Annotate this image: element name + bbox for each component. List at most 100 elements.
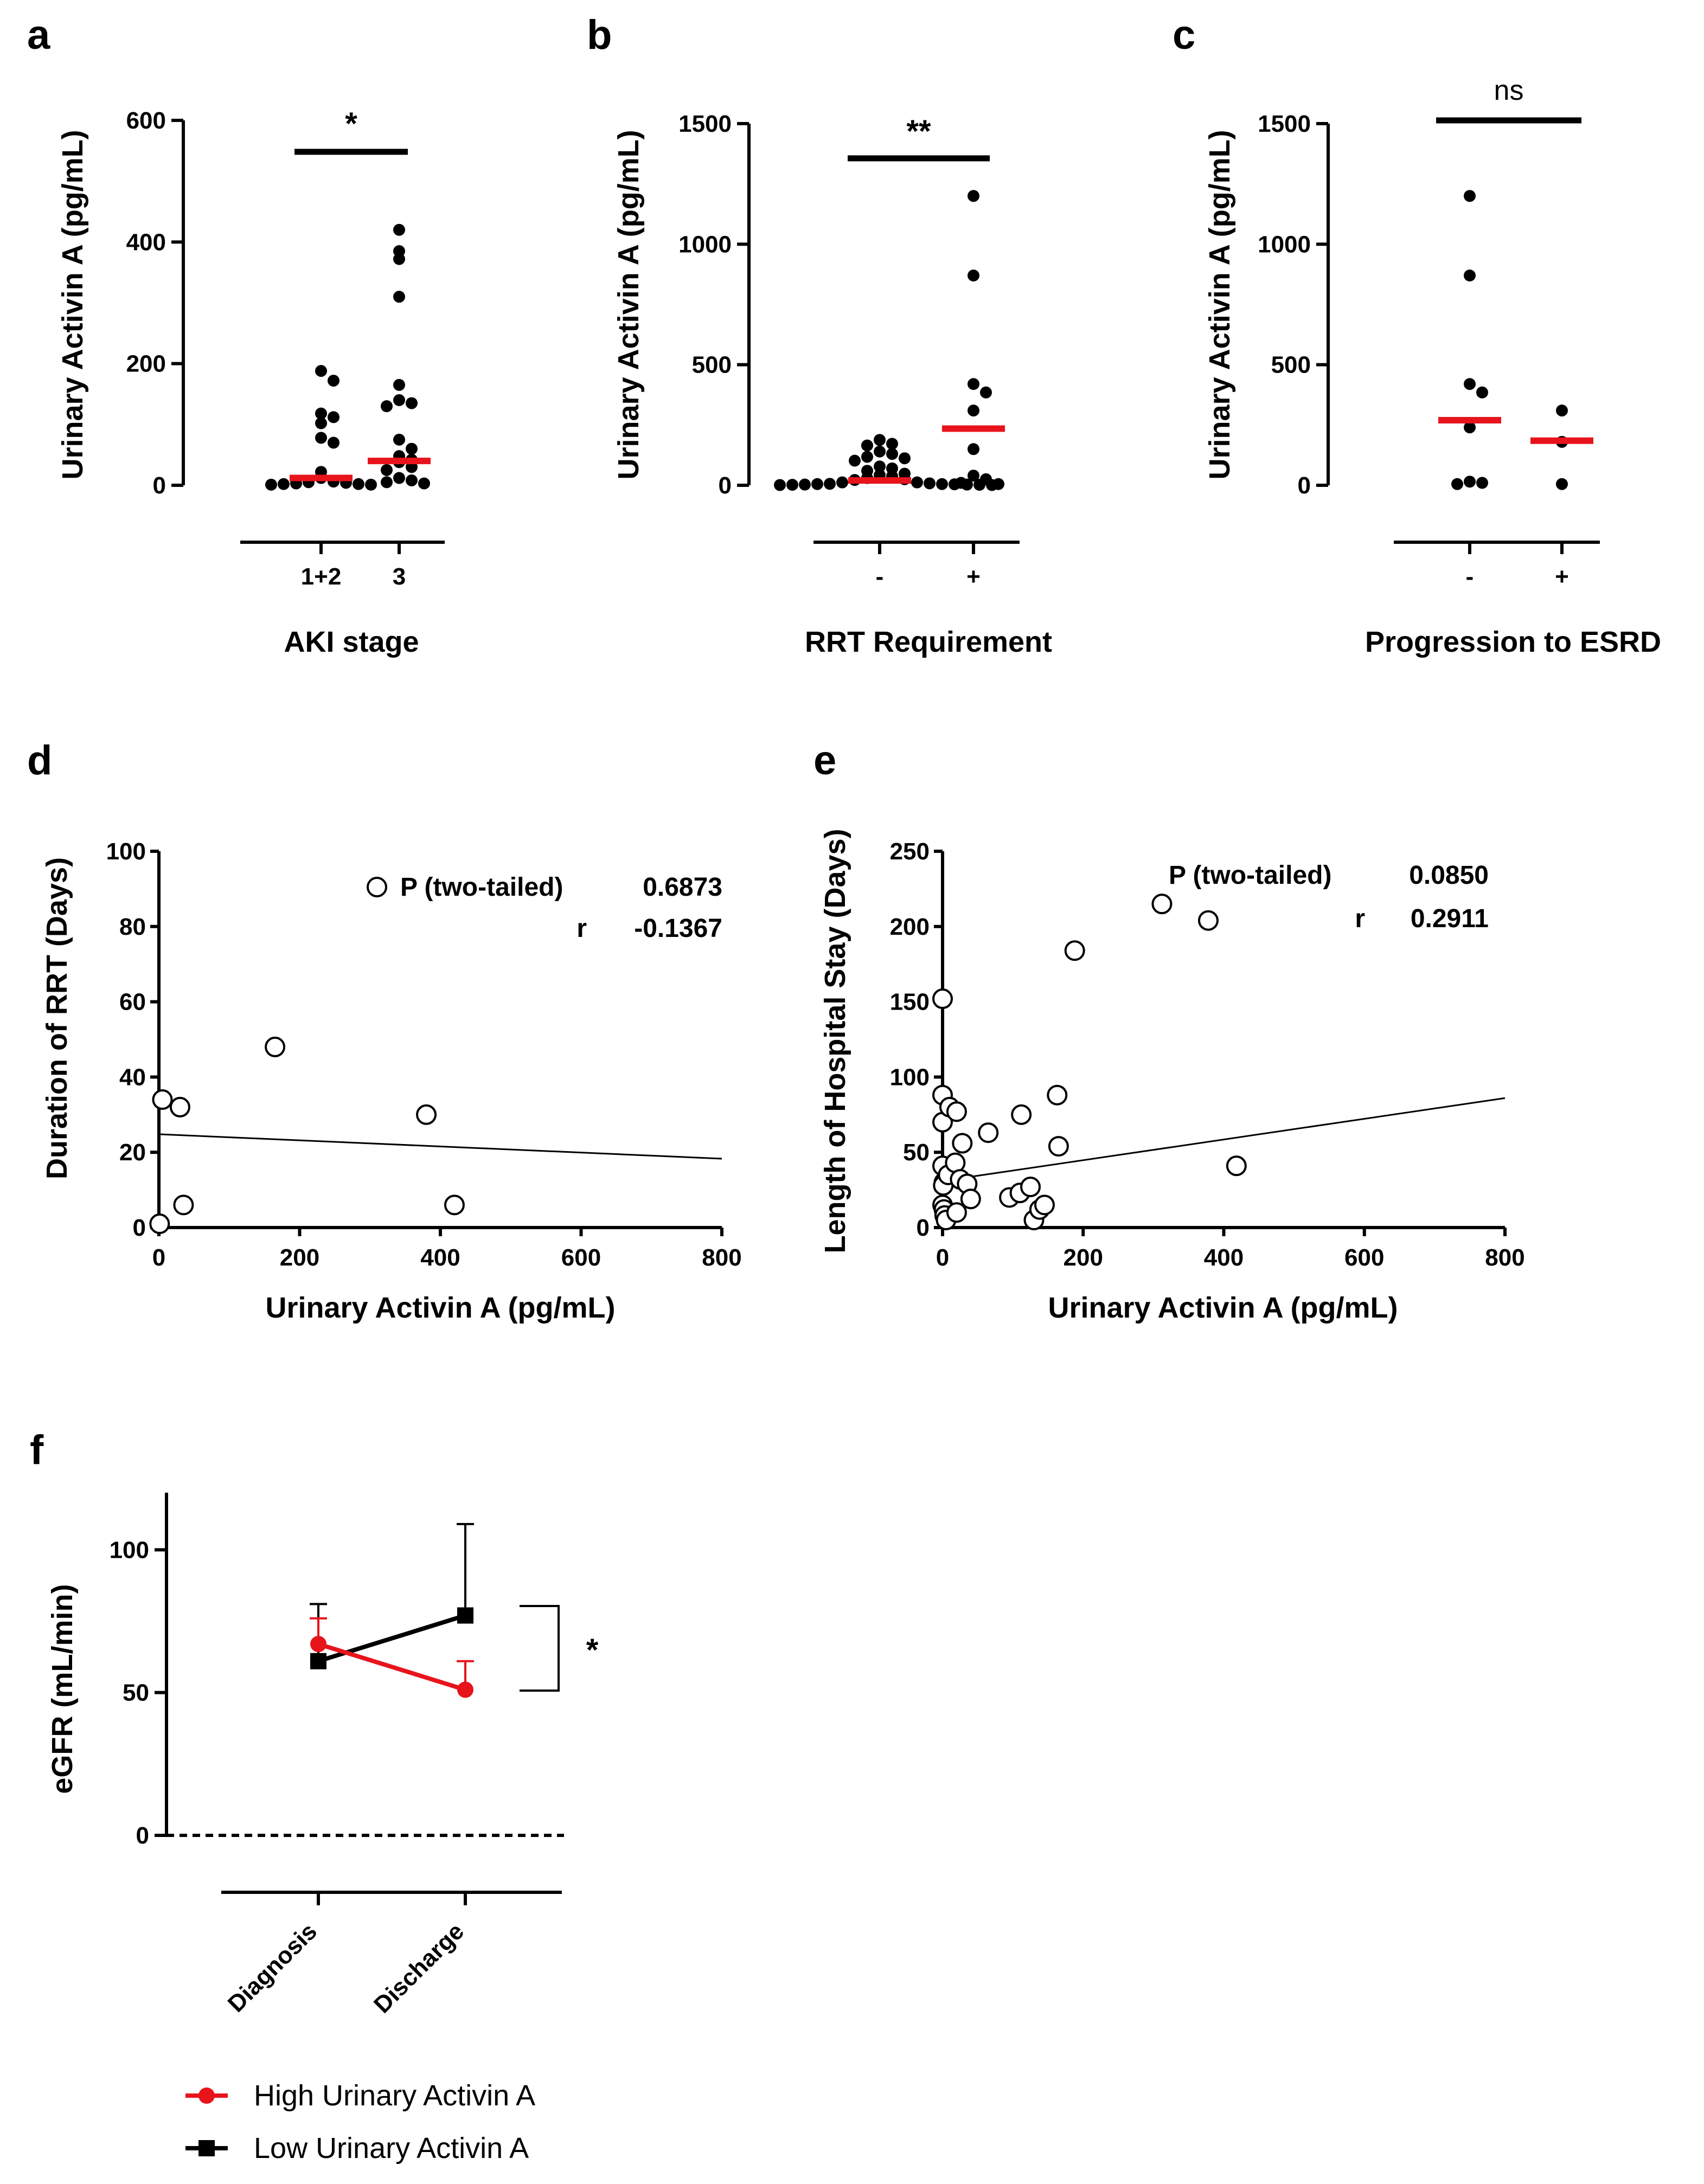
data-point (968, 443, 979, 455)
data-point (328, 411, 339, 423)
data-point (980, 386, 992, 399)
y-tick-label: 150 (890, 989, 930, 1016)
data-point (978, 1122, 999, 1144)
y-tick-label: 0 (719, 472, 732, 499)
y-tick-label: 200 (890, 914, 930, 940)
y-tick-label: 100 (110, 1537, 149, 1563)
y-axis-label: eGFR (mL/min) (46, 1584, 79, 1794)
data-point (169, 1096, 190, 1117)
data-point (952, 1133, 973, 1154)
y-axis-label: Urinary Activin A (pg/mL) (612, 130, 645, 479)
data-point (328, 375, 339, 387)
data-point (365, 478, 377, 491)
data-point (393, 433, 405, 446)
data-point (936, 478, 948, 490)
y-tick-label: 1500 (678, 111, 732, 137)
data-point (418, 477, 430, 490)
data-point (1556, 404, 1568, 417)
data-point (968, 470, 979, 482)
p-label: P (two-tailed) (1169, 861, 1331, 890)
x-tick-label: 200 (1064, 1244, 1103, 1271)
data-point (393, 472, 405, 484)
y-tick-label: 80 (119, 914, 146, 940)
x-axis-label: Urinary Activin A (pg/mL) (265, 1292, 615, 1324)
y-tick-label: 60 (119, 989, 146, 1016)
chart-rrt-requirement: Urinary Activin A (pg/mL) RRT Requiremen… (612, 111, 1052, 658)
data-point (1048, 1136, 1069, 1157)
data-point (1464, 269, 1476, 282)
y-tick-label: 40 (119, 1064, 146, 1090)
chart-aki-stage: Urinary Activin A (pg/mL) AKI stage 0 200… (56, 106, 445, 658)
panel-label-d: d (27, 737, 52, 783)
data-point (799, 478, 811, 491)
regression-line (942, 1097, 1506, 1182)
series-marker (457, 1607, 473, 1624)
x-axis-label: Urinary Activin A (pg/mL) (1048, 1292, 1398, 1324)
data-point (1064, 940, 1085, 961)
y-tick-label: 100 (890, 1064, 930, 1090)
x-axis-label: AKI stage (284, 626, 419, 658)
data-point (874, 460, 886, 473)
x-tick-label: - (1466, 563, 1474, 590)
x-tick-label: Discharge (369, 1918, 469, 2018)
legend-marker (198, 2087, 215, 2104)
data-point (861, 451, 873, 463)
y-tick-label: 0 (136, 1822, 149, 1849)
data-point (1464, 378, 1476, 390)
data-point (315, 407, 327, 420)
data-point (786, 479, 798, 491)
y-tick-label: 500 (1271, 352, 1311, 378)
data-point (824, 478, 836, 490)
significance-label: * (345, 106, 357, 142)
data-point (381, 476, 393, 489)
x-tick-label: 3 (393, 563, 406, 590)
x-tick-label: 600 (1344, 1244, 1384, 1271)
data-point (1476, 477, 1488, 489)
y-tick-label: 1000 (678, 231, 732, 258)
data-point (173, 1194, 194, 1216)
x-tick-label: 1+2 (301, 563, 342, 590)
data-point (968, 190, 979, 202)
x-tick-label: 400 (1204, 1244, 1244, 1271)
data-point (924, 477, 936, 490)
x-tick-label: + (1555, 563, 1569, 590)
data-point (992, 478, 1004, 490)
data-point (946, 1101, 967, 1122)
y-tick-label: 600 (126, 107, 166, 134)
data-point (381, 464, 393, 476)
data-point (328, 436, 339, 449)
data-point (444, 1194, 465, 1216)
y-axis-label: Duration of RRT (Days) (41, 857, 73, 1179)
data-point (1464, 421, 1476, 434)
r-label: r (576, 914, 587, 943)
regression-line (158, 1133, 722, 1160)
data-point (1226, 1155, 1247, 1177)
data-point (968, 404, 979, 417)
data-point (1556, 478, 1568, 490)
data-point (874, 445, 886, 458)
series-marker (310, 1636, 326, 1653)
data-point (315, 417, 327, 429)
data-point (911, 476, 923, 489)
y-tick-label: 400 (126, 229, 166, 255)
data-point (980, 473, 992, 485)
data-point (1197, 910, 1219, 931)
y-tick-label: 200 (126, 351, 166, 377)
y-axis-label: Urinary Activin A (pg/mL) (1203, 130, 1236, 479)
data-point (955, 477, 967, 489)
p-value: 0.6873 (643, 873, 722, 902)
data-point (393, 378, 405, 391)
panel-label-f: f (30, 1427, 44, 1473)
data-point (774, 479, 786, 491)
data-point (946, 1202, 967, 1223)
panel-label-e: e (813, 737, 836, 783)
x-tick-label: 200 (280, 1244, 319, 1271)
data-point (1020, 1177, 1041, 1198)
y-tick-label: 20 (119, 1139, 146, 1166)
y-tick-label: 0 (153, 472, 166, 499)
data-point (968, 269, 979, 282)
r-value: -0.1367 (634, 914, 722, 943)
panel-label-a: a (27, 12, 50, 58)
data-point (861, 439, 873, 452)
y-tick-label: 1000 (1258, 231, 1311, 258)
